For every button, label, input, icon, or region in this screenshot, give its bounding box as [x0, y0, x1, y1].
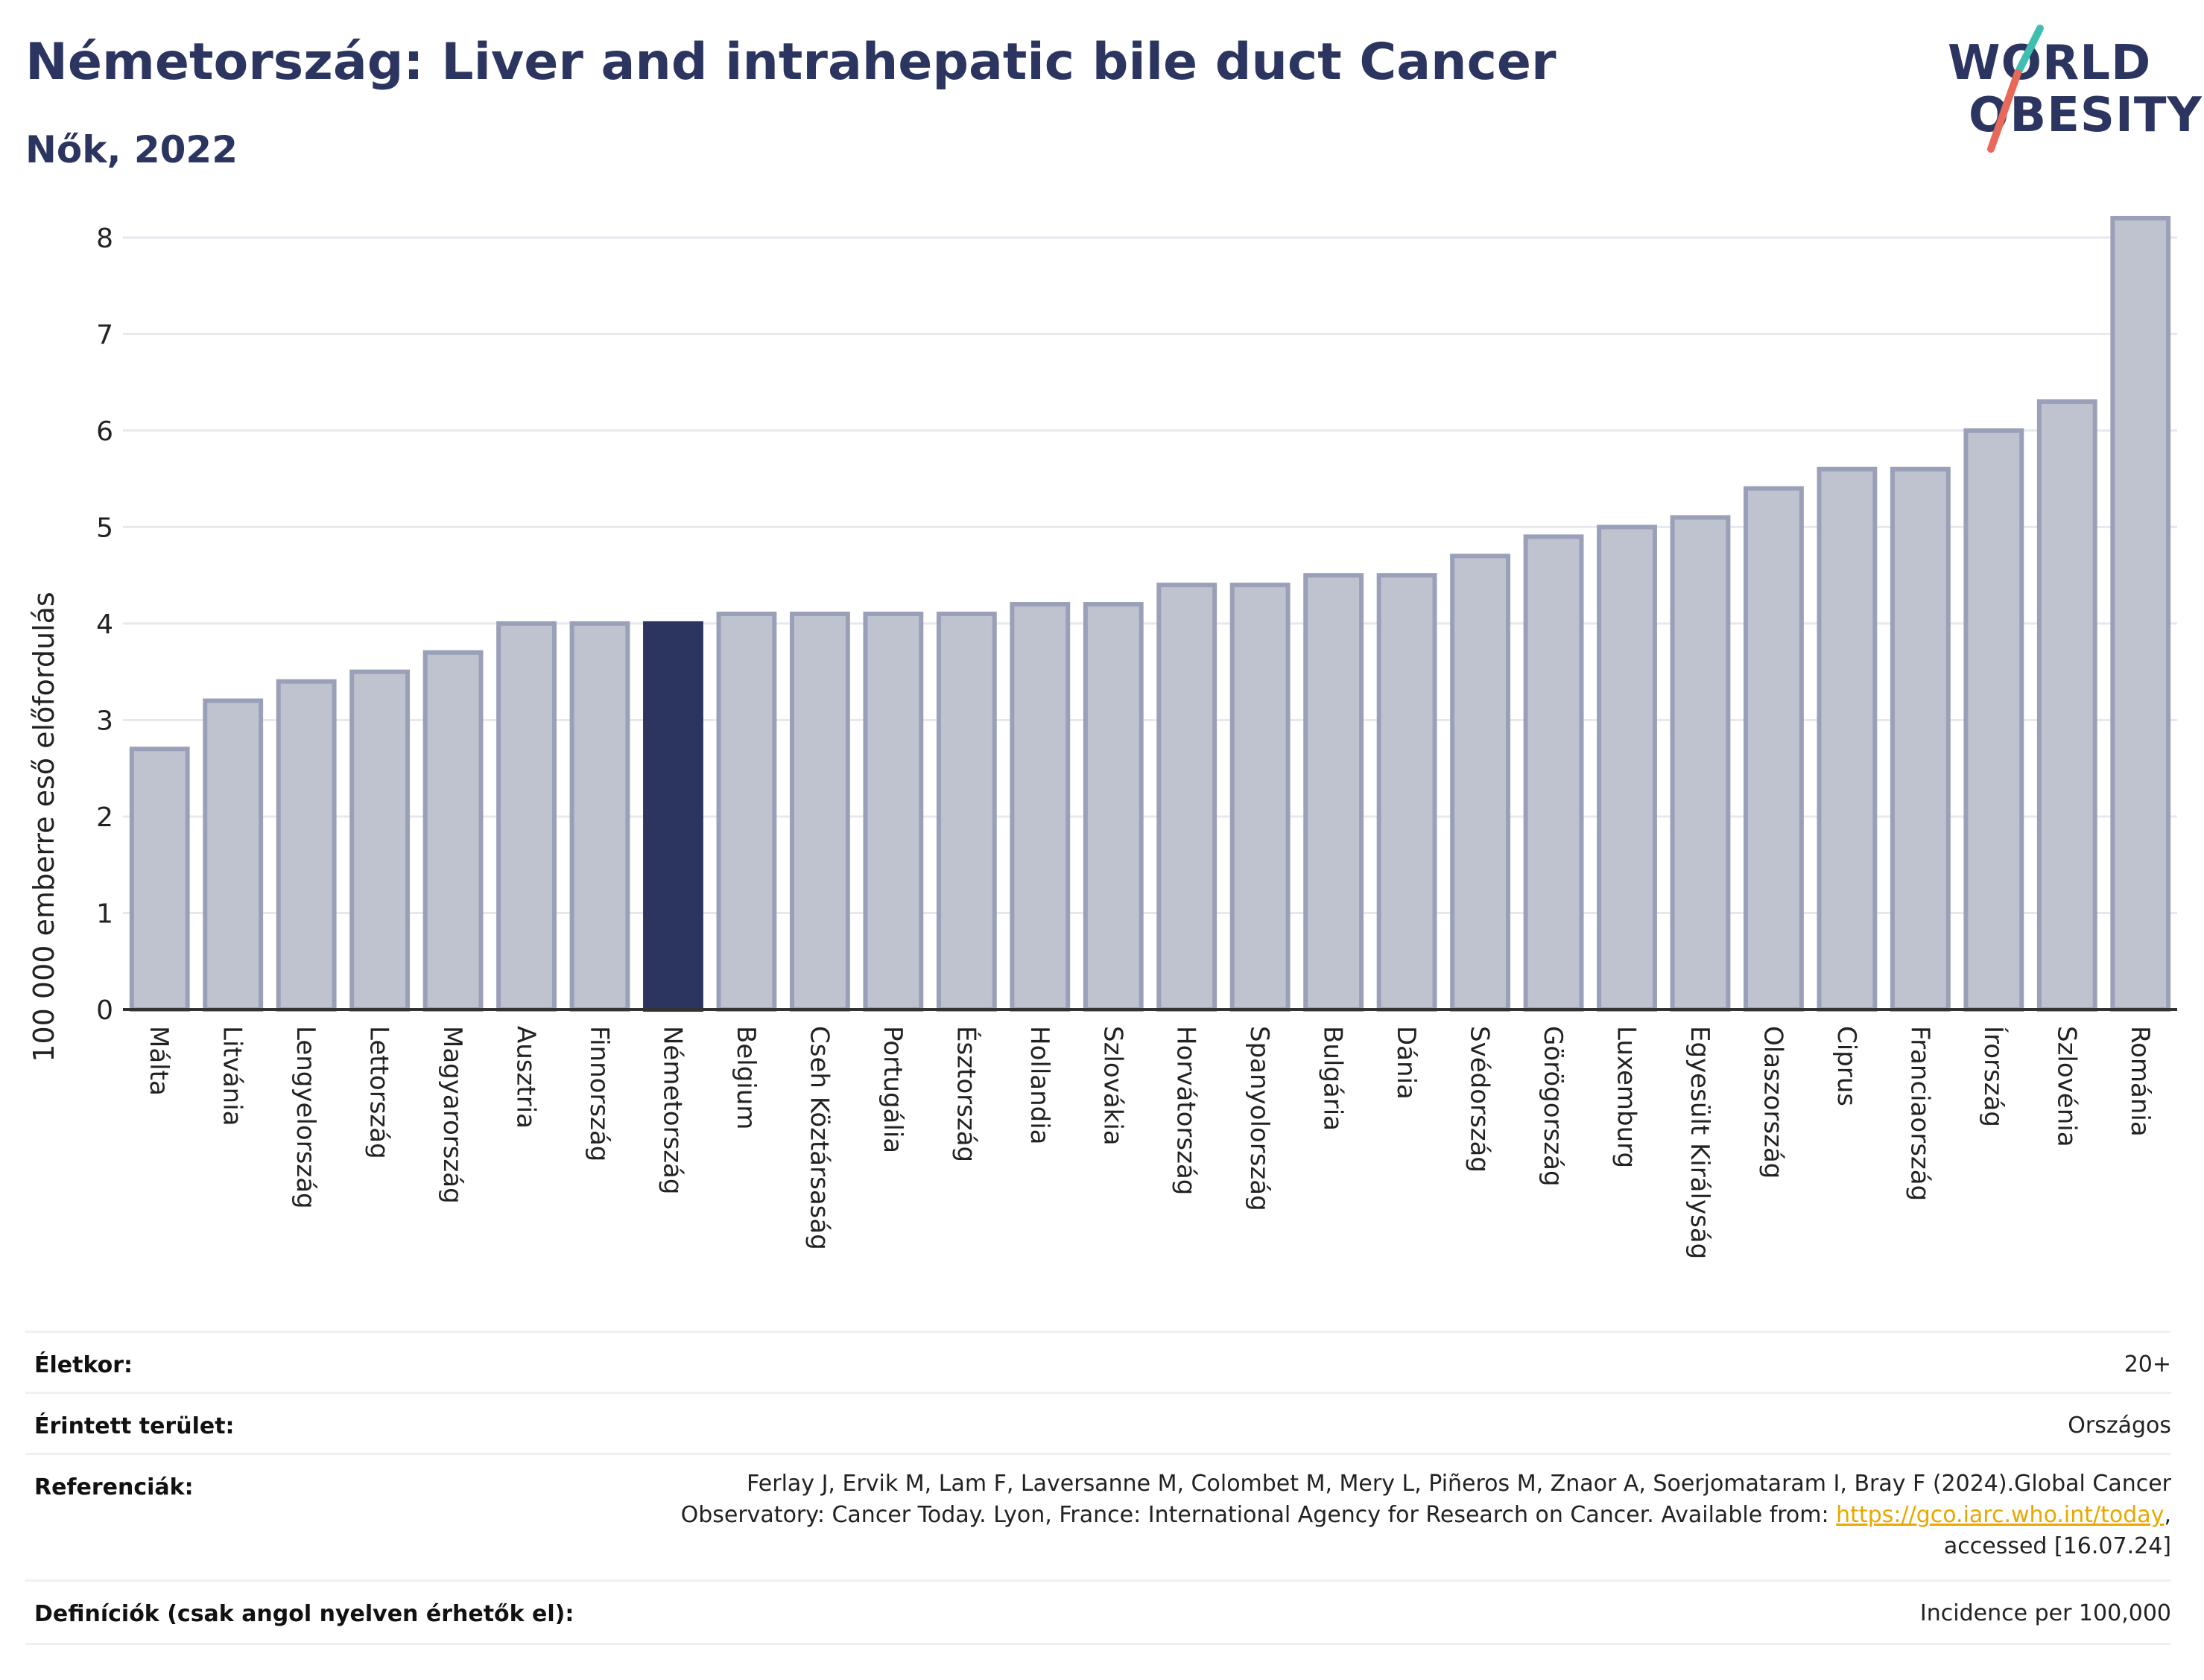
x-tick-label: Svédország	[1465, 1026, 1495, 1173]
y-tick-label: 8	[96, 224, 113, 254]
y-tick-label: 1	[96, 898, 113, 929]
area-value: Országos	[2068, 1413, 2171, 1439]
bar	[203, 698, 264, 1012]
bar	[1156, 583, 1217, 1012]
bar	[1744, 486, 1804, 1012]
bar	[1963, 428, 2024, 1012]
definitions-label: Definíciók (csak angol nyelven érhetők e…	[34, 1601, 574, 1627]
bar	[1010, 602, 1071, 1012]
page-subtitle: Nők, 2022	[25, 128, 238, 171]
footer-row-references: Referenciák: Ferlay J, Ervik M, Lam F, L…	[25, 1453, 2171, 1582]
bar	[569, 621, 630, 1012]
logo-line1: WORLD	[1948, 36, 2152, 91]
x-tick-label: Írország	[1978, 1026, 2009, 1127]
references-line1: Ferlay J, Ervik M, Lam F, Laversanne M, …	[747, 1471, 2171, 1497]
y-axis-label: 100 000 emberre eső előfordulás	[28, 592, 60, 1062]
bars	[129, 215, 2171, 1012]
references-label: Referenciák:	[34, 1474, 194, 1500]
references-line3: accessed [16.07.24]	[1943, 1533, 2171, 1559]
x-tick-label: Románia	[2125, 1026, 2155, 1137]
bar	[1523, 534, 1584, 1012]
bar	[716, 611, 777, 1012]
bar	[349, 669, 411, 1012]
y-tick-label: 0	[96, 995, 113, 1026]
area-label: Érintett terület:	[34, 1413, 235, 1439]
x-tick-label: Olaszország	[1758, 1026, 1787, 1179]
world-obesity-logo: WORLD OBESITY	[1937, 22, 2202, 156]
bar-highlight	[643, 621, 703, 1012]
bar	[936, 611, 997, 1012]
bar	[789, 611, 850, 1012]
x-tick-label: Horvátország	[1171, 1026, 1201, 1195]
x-tick-label: Litvánia	[218, 1026, 247, 1126]
x-tick-label: Görögország	[1538, 1026, 1568, 1187]
x-tick-label: Egyesült Királyság	[1685, 1026, 1714, 1259]
y-axis-ticks: 0 1 2 3 4 5 6 7 8	[96, 224, 113, 1026]
y-tick-label: 6	[96, 416, 113, 447]
x-tick-label: Hollandia	[1025, 1026, 1054, 1145]
references-line2-text: Observatory: Cancer Today. Lyon, France:…	[680, 1502, 1837, 1528]
references-text: Ferlay J, Ervik M, Lam F, Laversanne M, …	[681, 1468, 2171, 1562]
bar	[1376, 573, 1437, 1012]
y-tick-label: 2	[96, 802, 113, 833]
x-tick-label: Németország	[657, 1026, 687, 1194]
bar	[2110, 215, 2171, 1012]
x-tick-label: Finnország	[584, 1026, 614, 1161]
x-tick-label: Szlovákia	[1098, 1026, 1127, 1146]
bar	[1229, 583, 1291, 1012]
x-tick-label: Szlovénia	[2051, 1026, 2081, 1147]
y-tick-label: 5	[96, 513, 113, 543]
x-tick-label: Lettország	[364, 1026, 394, 1159]
bar	[1303, 573, 1364, 1012]
bar	[496, 621, 557, 1012]
references-link[interactable]: https://gco.iarc.who.int/today	[1836, 1502, 2165, 1528]
x-tick-label: Ausztria	[511, 1026, 541, 1129]
x-tick-label: Dánia	[1391, 1026, 1421, 1100]
references-line2-end: ,	[2164, 1502, 2171, 1528]
x-tick-label: Cseh Köztársaság	[804, 1026, 834, 1250]
bar	[129, 747, 190, 1012]
footer-row-area: Érintett terület: Országos	[25, 1392, 2171, 1455]
x-tick-label: Magyarország	[437, 1026, 467, 1204]
x-tick-label: Ciprus	[1831, 1026, 1861, 1106]
x-tick-label: Málta	[144, 1026, 174, 1096]
age-label: Életkor:	[34, 1352, 133, 1378]
age-value: 20+	[2124, 1351, 2171, 1378]
x-tick-label: Bulgária	[1318, 1026, 1348, 1131]
bar	[1597, 524, 1657, 1012]
bar-chart: 0 1 2 3 4 5 6 7 8 Málta Litvánia Lengyelország Lett…	[28, 215, 2177, 1259]
bar	[2036, 399, 2097, 1012]
x-tick-label: Lengyelország	[291, 1026, 320, 1209]
bar	[1083, 602, 1144, 1012]
y-tick-label: 4	[96, 609, 113, 640]
bar	[863, 611, 924, 1012]
bar	[1817, 466, 1878, 1012]
bar	[1670, 515, 1731, 1012]
page-title: Németország: Liver and intrahepatic bile…	[25, 33, 1557, 92]
x-tick-label: Portugália	[878, 1026, 908, 1153]
x-axis-labels: Málta Litvánia Lengyelország Lettország Magy…	[144, 1026, 2155, 1259]
bar	[276, 679, 337, 1012]
footer-row-definitions: Definíciók (csak angol nyelven érhetők e…	[25, 1579, 2171, 1645]
y-tick-label: 3	[96, 706, 113, 736]
references-line2: Observatory: Cancer Today. Lyon, France:…	[681, 1500, 2171, 1531]
x-tick-label: Franciaország	[1904, 1026, 1934, 1201]
definitions-value: Incidence per 100,000	[1919, 1600, 2171, 1626]
logo-slash-icon	[1987, 25, 2044, 153]
bar	[1450, 554, 1511, 1012]
y-tick-label: 7	[96, 320, 113, 350]
x-tick-label: Spanyolország	[1244, 1026, 1274, 1211]
x-tick-label: Luxemburg	[1612, 1026, 1641, 1168]
bar	[1890, 466, 1951, 1012]
bar	[422, 650, 484, 1012]
x-tick-label: Belgium	[731, 1026, 761, 1129]
x-tick-label: Észtország	[951, 1026, 981, 1162]
footer-row-age: Életkor: 20+	[25, 1331, 2171, 1394]
